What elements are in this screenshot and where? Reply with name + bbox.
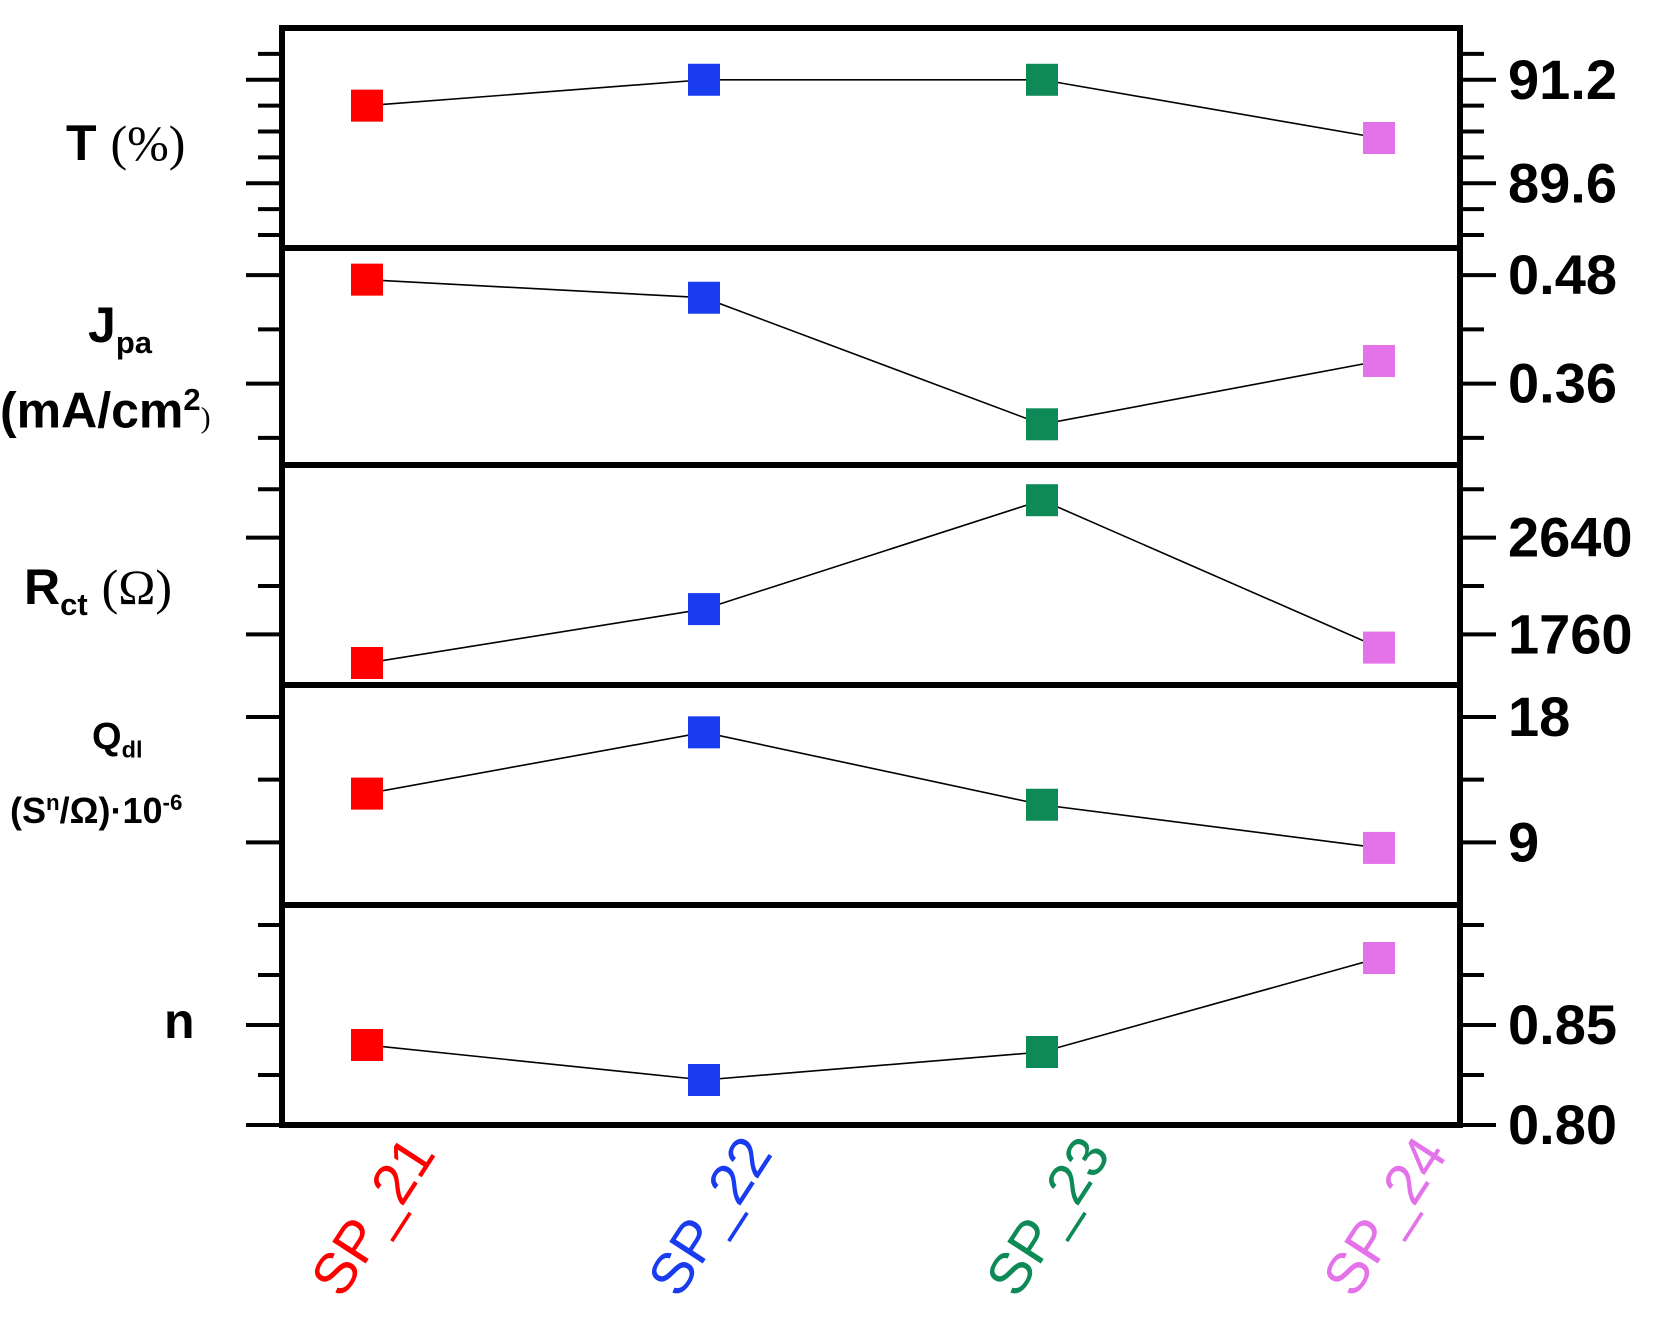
marker-n-SP_24 <box>1363 942 1395 974</box>
tick-label-Rct-1: 2640 <box>1508 506 1633 569</box>
ylabel-Qdl-sub: dl <box>121 736 143 763</box>
series-line-Qdl <box>366 731 1380 849</box>
tick-label-Qdl-1: 18 <box>1508 685 1570 748</box>
panel-frame-n <box>279 902 1463 1128</box>
series-line-n <box>366 957 1380 1081</box>
tick-label-Qdl-0: 9 <box>1508 810 1539 873</box>
panel-ylabel-Jpa: Jpa <box>88 300 152 358</box>
tick-label-n-1: 0.85 <box>1508 993 1617 1056</box>
tick-label-T-1: 91.2 <box>1508 48 1617 111</box>
marker-Qdl-SP_22 <box>688 716 720 749</box>
ylabel-Qdl-unit-main: (S <box>10 790 46 831</box>
marker-Rct-SP_22 <box>688 593 720 626</box>
panel-ylabel-n: n <box>164 996 195 1046</box>
ylabel-n-main: n <box>164 993 195 1049</box>
ylabel-Jpa-main: J <box>88 297 116 353</box>
marker-Rct-SP_24 <box>1363 631 1395 664</box>
panel-frame-Jpa <box>279 245 1463 468</box>
marker-Qdl-SP_21 <box>351 777 383 810</box>
category-label-SP_24: SP_24 <box>1310 1126 1459 1307</box>
category-label-SP_23: SP_23 <box>973 1126 1122 1307</box>
panel-ylabel-T: T (%) <box>66 118 185 168</box>
ylabel-T-main: T <box>66 115 97 171</box>
panel-ylabel-Qdl-unit: (Sn/Ω)·10-6 <box>10 790 183 831</box>
ylabel-Qdl-main: Q <box>92 716 122 758</box>
panel-frame-T <box>279 25 1463 251</box>
category-label-SP_21: SP_21 <box>298 1126 447 1307</box>
ylabel-Rct-unit: (Ω) <box>101 559 173 615</box>
panel-frame-Rct <box>279 462 1463 688</box>
tick-label-Rct-0: 1760 <box>1508 602 1633 665</box>
marker-Qdl-SP_24 <box>1363 831 1395 864</box>
ylabel-T-unit: (%) <box>110 115 186 171</box>
panel-ylabel-Rct: Rct (Ω) <box>24 562 172 620</box>
panel-frame-Qdl <box>279 682 1463 908</box>
marker-Rct-SP_23 <box>1026 484 1058 517</box>
marker-n-SP_21 <box>351 1029 383 1061</box>
marker-n-SP_23 <box>1026 1036 1058 1068</box>
ylabel-Qdl-unit-mid: /Ω)·10 <box>59 790 163 831</box>
ylabel-Jpa-unit-sup: 2 <box>183 382 201 417</box>
tick-label-T-0: 89.6 <box>1508 151 1617 214</box>
category-label-SP_22: SP_22 <box>635 1126 784 1307</box>
series-line-T <box>366 78 1380 139</box>
panel-ylabel-Qdl: Qdl <box>92 718 143 762</box>
marker-Rct-SP_21 <box>351 647 383 679</box>
marker-n-SP_22 <box>688 1064 720 1096</box>
marker-T-SP_23 <box>1026 63 1058 96</box>
series-line-Jpa <box>366 278 1380 426</box>
marker-Jpa-SP_23 <box>1026 408 1058 441</box>
marker-Jpa-SP_22 <box>688 281 720 314</box>
marker-T-SP_21 <box>351 89 383 122</box>
marker-T-SP_22 <box>688 63 720 96</box>
ylabel-Jpa-unit-main: (mA/cm <box>0 382 184 439</box>
tick-label-Jpa-1: 0.48 <box>1508 243 1617 306</box>
marker-Jpa-SP_24 <box>1363 345 1395 378</box>
marker-Qdl-SP_23 <box>1026 788 1058 821</box>
series-line-Rct <box>366 499 1380 664</box>
ylabel-Qdl-unit-sup: n <box>46 790 60 815</box>
tick-label-n-0: 0.80 <box>1508 1093 1617 1156</box>
tick-label-Jpa-0: 0.36 <box>1508 352 1617 415</box>
marker-Jpa-SP_21 <box>351 263 383 296</box>
ylabel-Rct-main: R <box>24 559 61 615</box>
ylabel-Qdl-unit-exp: -6 <box>162 790 183 815</box>
ylabel-Jpa-unit-close: ) <box>200 401 211 435</box>
ylabel-Jpa-sub: pa <box>115 325 152 360</box>
ylabel-Rct-sub: ct <box>60 587 88 622</box>
marker-T-SP_24 <box>1363 122 1395 154</box>
panel-ylabel-Jpa-unit: (mA/cm2) <box>0 384 211 436</box>
